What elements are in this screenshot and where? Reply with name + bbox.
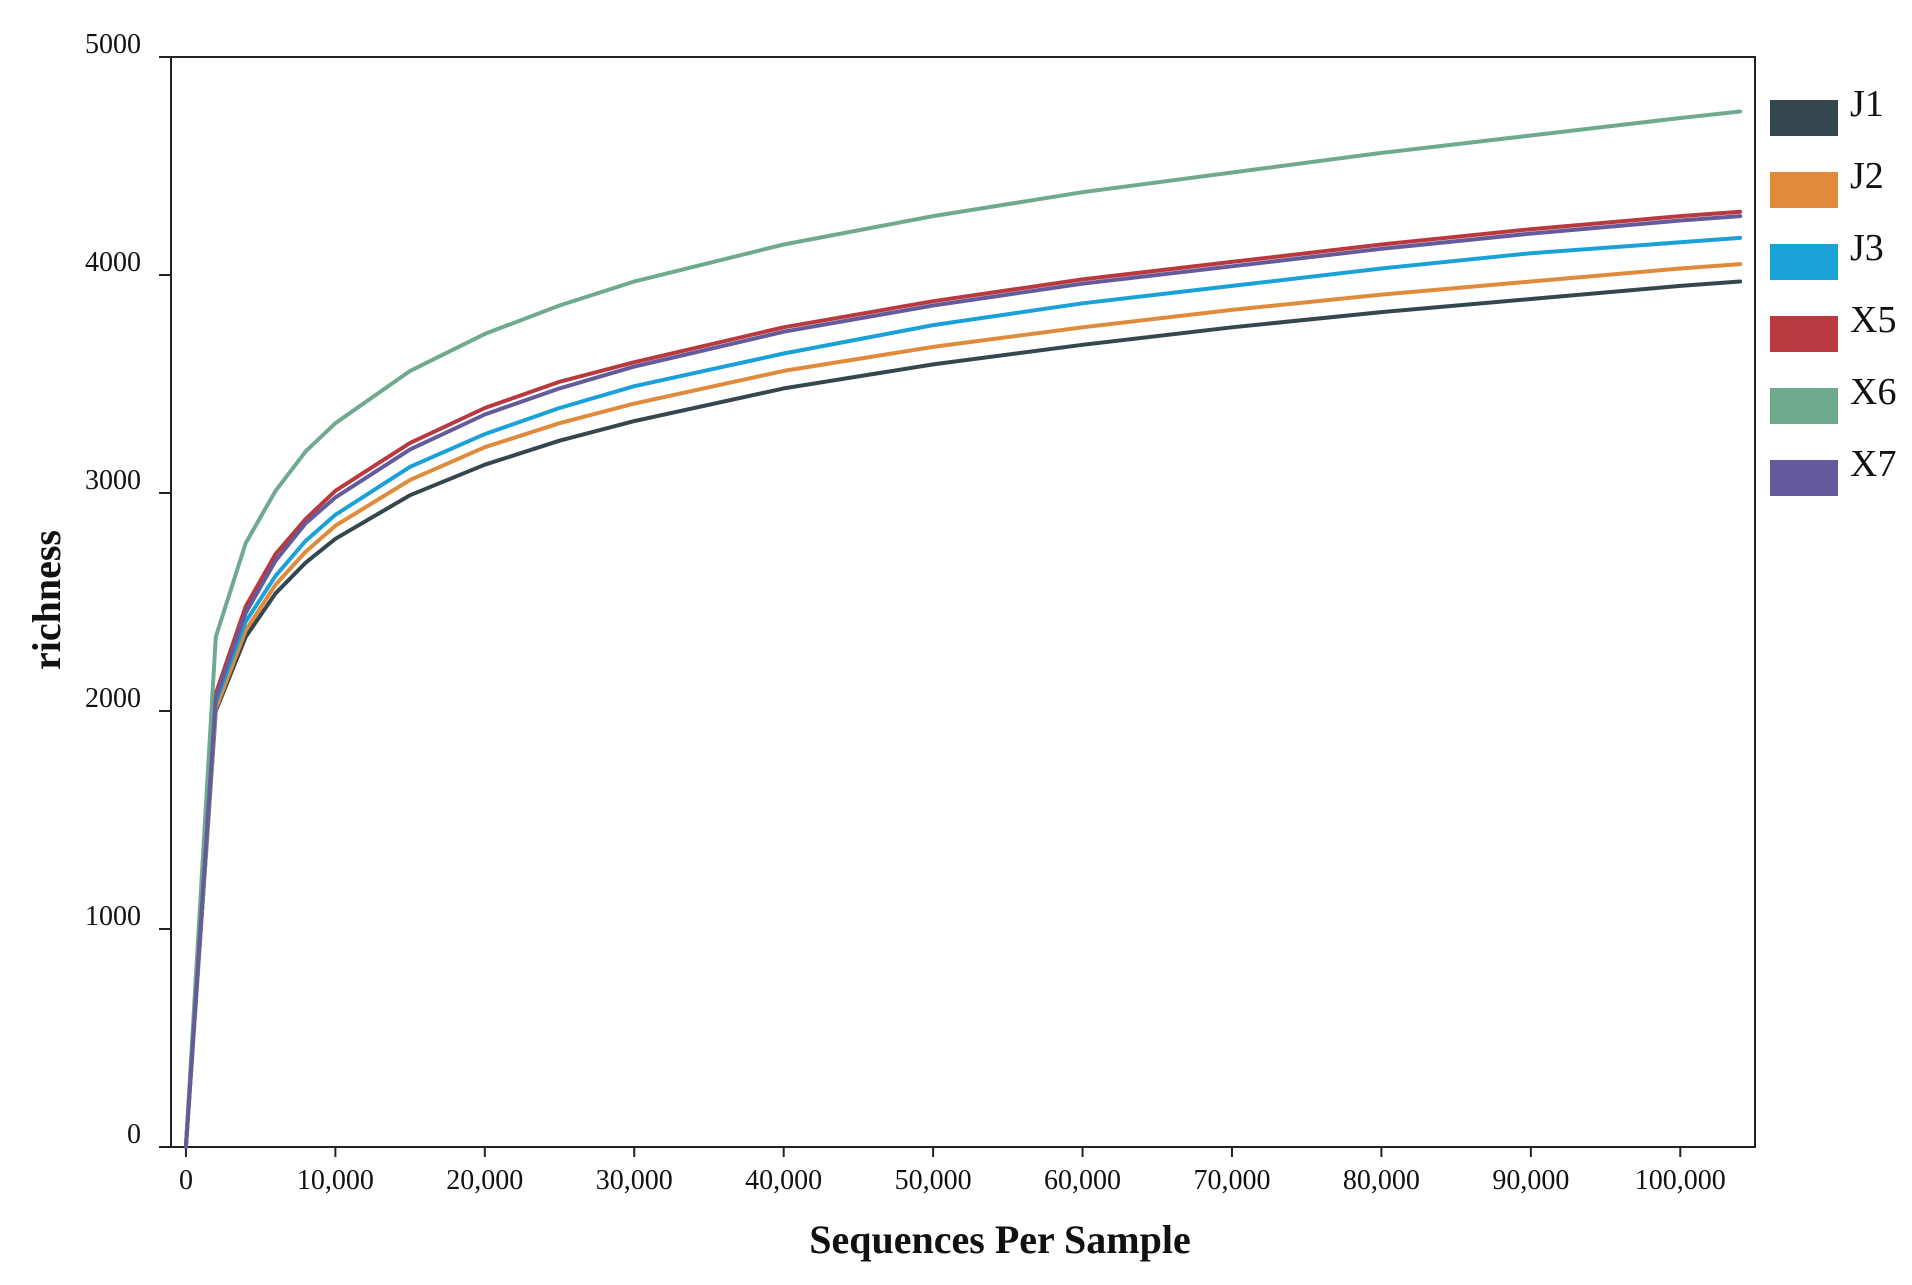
y-tick-label: 4000: [85, 247, 141, 278]
legend-label-j3: J3: [1850, 227, 1884, 269]
x-tick-label: 0: [179, 1165, 193, 1196]
legend-swatch-j2: [1770, 172, 1838, 208]
legend-label-j2: J2: [1850, 155, 1884, 197]
legend-label-x5: X5: [1850, 299, 1896, 341]
y-axis-ticks: 0 1000 2000 3000 4000 5000: [85, 29, 171, 1150]
legend-label-j1: J1: [1850, 83, 1884, 125]
series-line-x7: [183, 214, 1743, 1149]
legend-swatch-j1: [1770, 100, 1838, 136]
series-line-j2: [183, 262, 1743, 1149]
y-tick-label: 0: [127, 1119, 141, 1150]
series-lines: [183, 109, 1743, 1149]
legend-swatch-x6: [1770, 388, 1838, 424]
legend-swatch-j3: [1770, 244, 1838, 280]
legend-label-x7: X7: [1850, 443, 1896, 485]
series-line-j1: [183, 279, 1743, 1149]
x-axis-ticks: 0 10,000 20,000 30,000 40,000 50,000 60,000 70,…: [179, 1147, 1726, 1196]
legend-label-x6: X6: [1850, 371, 1896, 413]
x-tick-label: 80,000: [1343, 1165, 1420, 1196]
x-tick-label: 100,000: [1635, 1165, 1726, 1196]
x-tick-label: 60,000: [1044, 1165, 1121, 1196]
x-tick-label: 50,000: [895, 1165, 972, 1196]
y-axis-title: richness: [24, 530, 69, 670]
x-tick-label: 40,000: [745, 1165, 822, 1196]
plot-frame: [170, 56, 1756, 1148]
x-tick-label: 20,000: [446, 1165, 523, 1196]
series-line-x5: [183, 209, 1743, 1149]
y-tick-label: 2000: [85, 683, 141, 714]
x-tick-label: 90,000: [1492, 1165, 1569, 1196]
x-tick-label: 70,000: [1193, 1165, 1270, 1196]
legend-swatch-x5: [1770, 316, 1838, 352]
x-tick-label: 30,000: [596, 1165, 673, 1196]
x-axis-title: Sequences Per Sample: [809, 1217, 1190, 1262]
series-line-x6: [183, 109, 1743, 1149]
y-tick-label: 3000: [85, 465, 141, 496]
y-tick-label: 1000: [85, 901, 141, 932]
legend: J1 J2 J3 X5 X6 X7: [1770, 83, 1896, 496]
legend-swatch-x7: [1770, 460, 1838, 496]
series-line-j3: [183, 235, 1743, 1149]
x-tick-label: 10,000: [297, 1165, 374, 1196]
y-tick-label: 5000: [85, 29, 141, 60]
